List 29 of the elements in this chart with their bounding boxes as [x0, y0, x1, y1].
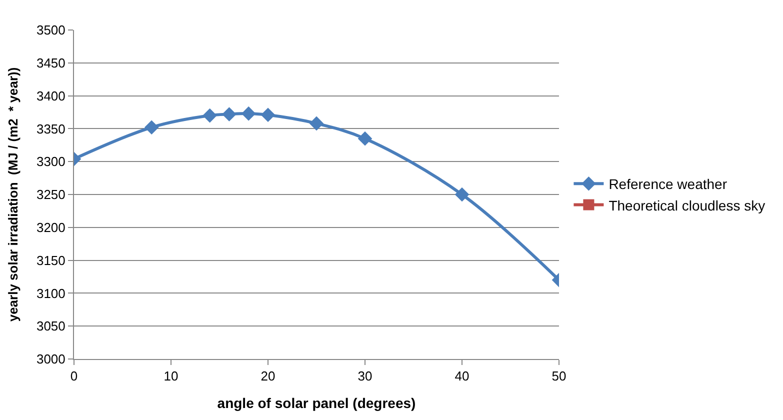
y-tick-label: 3400 — [36, 88, 66, 104]
y-tick-label: 3150 — [36, 252, 66, 268]
point — [309, 116, 324, 131]
x-axis-title: angle of solar panel (degrees) — [217, 394, 416, 411]
x-tick-label: 30 — [358, 368, 372, 384]
y-tick-label: 3450 — [36, 55, 66, 70]
y-tick-label: 3300 — [36, 154, 66, 170]
point — [454, 187, 470, 202]
point — [241, 106, 256, 121]
y-tick-label: 3000 — [36, 352, 66, 367]
legend-label: Theoretical cloudless sky — [608, 197, 766, 214]
x-tick-label: 10 — [164, 368, 178, 384]
y-tick-label: 3350 — [36, 121, 66, 136]
y-tick-label: 3050 — [36, 318, 66, 334]
legend-label: Reference weather — [608, 176, 728, 192]
point — [202, 108, 217, 123]
y-tick-label: 3100 — [36, 286, 66, 301]
x-tick-label: 40 — [454, 368, 470, 384]
point — [144, 120, 159, 135]
x-tick-label: 20 — [260, 368, 276, 384]
point — [222, 107, 236, 122]
y-axis-title: yearly solar irradiation (MJ / (m2 * year)) — [5, 67, 20, 322]
x-tick-label: 50 — [552, 368, 566, 384]
point — [260, 108, 276, 122]
y-tick-label: 3250 — [36, 187, 66, 202]
point — [358, 131, 372, 146]
y-tick-label: 3200 — [36, 220, 66, 235]
x-tick-label: 0 — [70, 368, 78, 384]
y-tick-label: 3500 — [36, 22, 66, 38]
